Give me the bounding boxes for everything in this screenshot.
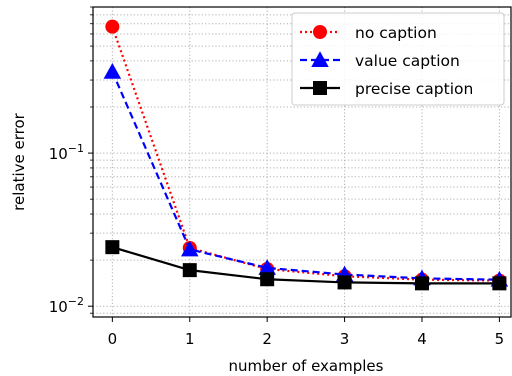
x-tick-label: 5: [495, 330, 505, 348]
triangle-marker: [258, 259, 276, 275]
legend: no caption value caption precise caption: [291, 12, 505, 106]
legend-box: [291, 12, 505, 106]
x-axis-label: number of examples: [229, 357, 384, 375]
ticks: 0 1 2 3 4 5 10−2 10−1: [49, 6, 505, 348]
square-marker: [105, 240, 120, 255]
square-marker: [260, 272, 275, 287]
triangle-marker: [181, 240, 199, 257]
y-tick-label: 10−1: [49, 142, 84, 163]
y-axis-label: relative error: [10, 112, 28, 210]
series-precise-caption: [105, 240, 507, 291]
plot-frame: [92, 6, 512, 318]
series-line: [111, 71, 500, 281]
square-marker: [182, 263, 197, 278]
series-layer: [103, 19, 509, 291]
x-tick-label: 0: [108, 330, 118, 348]
triangle-marker: [103, 62, 122, 79]
square-marker: [414, 276, 429, 291]
series-line: [112, 246, 500, 285]
x-tick-label: 4: [417, 330, 427, 348]
x-tick-label: 3: [340, 330, 350, 348]
circle-marker: [105, 19, 120, 34]
circle-marker: [313, 25, 327, 39]
x-tick-label: 2: [262, 330, 272, 348]
x-tick-label: 1: [185, 330, 195, 348]
square-marker: [492, 276, 507, 291]
triangle-marker: [311, 51, 329, 67]
y-tick-label: 10−2: [49, 295, 84, 316]
legend-label: no caption: [355, 24, 437, 42]
axes: [92, 6, 512, 318]
legend-label: value caption: [355, 52, 460, 70]
square-marker: [337, 275, 352, 290]
legend-label: precise caption: [355, 80, 473, 98]
series-line: [111, 26, 500, 282]
square-marker: [313, 81, 327, 95]
